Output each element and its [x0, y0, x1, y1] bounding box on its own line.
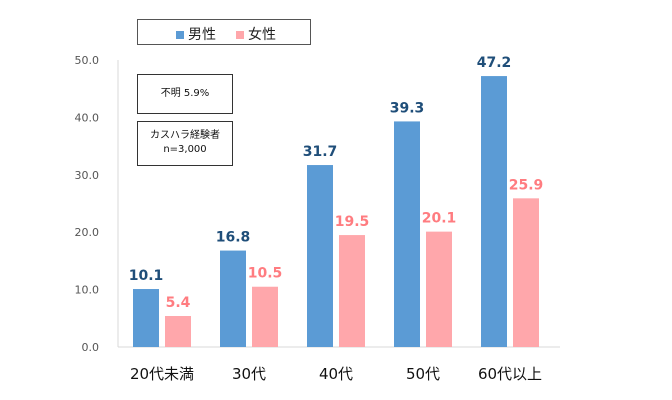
x-tick-label: 30代 — [232, 365, 266, 383]
respondents-line2: n=3,000 — [163, 144, 207, 155]
x-tick-label: 50代 — [406, 365, 440, 383]
legend-swatch-male — [176, 31, 184, 39]
bar-male — [133, 289, 159, 347]
bar-male — [307, 165, 333, 347]
y-tick-label: 40.0 — [75, 111, 100, 124]
bar-value-label: 39.3 — [390, 100, 425, 116]
bar-value-label: 19.5 — [335, 214, 370, 230]
y-tick-labels: 0.0 10.0 20.0 30.0 40.0 50.0 — [75, 54, 100, 354]
legend: 男性 女性 — [137, 19, 311, 45]
bar-female — [165, 316, 191, 347]
y-tick-label: 0.0 — [82, 341, 100, 354]
y-tick-label: 10.0 — [75, 284, 100, 297]
unknown-note: 不明 5.9% — [137, 74, 233, 114]
bar-female — [513, 198, 539, 347]
x-tick-label: 40代 — [319, 365, 353, 383]
y-tick-label: 50.0 — [75, 54, 100, 67]
bar-value-label: 31.7 — [303, 144, 338, 160]
bar-male — [394, 121, 420, 347]
bar-male — [220, 250, 246, 347]
unknown-note-text: 不明 5.9% — [160, 88, 210, 99]
bar-value-labels: 10.15.4 16.8 10.5 31.7 19.5 39.3 20.1 47.2 25.9 — [129, 55, 544, 311]
bar-value-label: 16.8 — [216, 230, 251, 246]
bar-value-label: 20.1 — [422, 211, 457, 227]
legend-item-female: 女性 — [236, 24, 276, 44]
bar-value-label: 5.4 — [166, 295, 191, 311]
bar-female — [339, 235, 365, 347]
bar-value-label: 25.9 — [509, 177, 544, 193]
bars — [133, 76, 539, 348]
bar-value-label: 10.1 — [129, 268, 164, 284]
legend-swatch-female — [236, 31, 244, 39]
bar-female — [426, 231, 452, 347]
legend-label-female: 女性 — [248, 27, 276, 43]
x-tick-labels: 20代未満 30代 40代 50代 60代以上 — [130, 365, 542, 383]
respondents-line1: カスハラ経験者 — [150, 130, 220, 141]
y-tick-label: 20.0 — [75, 226, 100, 239]
legend-label-male: 男性 — [188, 27, 216, 43]
bar-value-label: 10.5 — [248, 266, 283, 282]
x-tick-label: 60代以上 — [478, 365, 542, 383]
respondents-note: カスハラ経験者 n=3,000 — [137, 121, 233, 166]
x-tick-label: 20代未満 — [130, 365, 194, 383]
bar-male — [481, 76, 507, 348]
y-tick-label: 30.0 — [75, 169, 100, 182]
bar-female — [252, 286, 278, 347]
bar-value-label: 47.2 — [477, 55, 512, 71]
legend-item-male: 男性 — [176, 24, 216, 44]
